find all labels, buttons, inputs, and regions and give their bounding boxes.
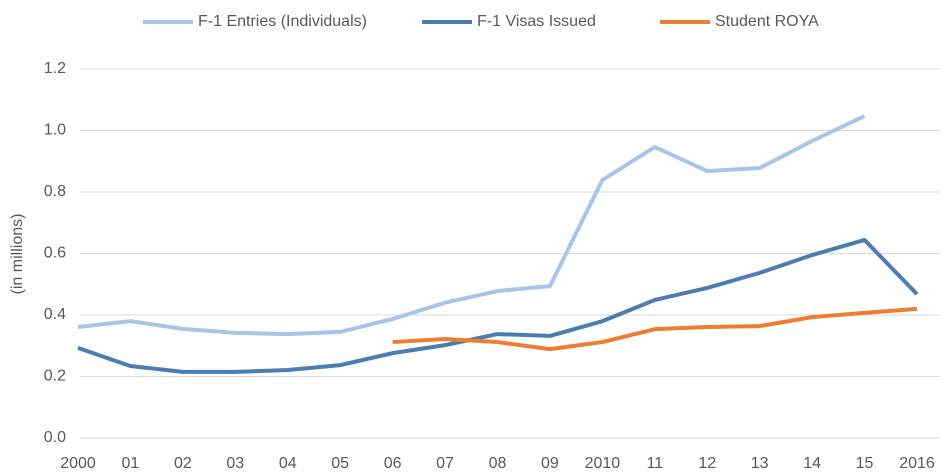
series-line [77, 114, 866, 337]
y-tick-label: 0.6 [44, 245, 66, 262]
x-tick-label: 06 [384, 455, 402, 472]
x-tick-label: 11 [647, 455, 664, 472]
x-tick-label: 07 [436, 455, 454, 472]
x-tick-label: 2000 [60, 455, 96, 472]
y-tick-label: 0.0 [44, 429, 66, 446]
y-tick-label: 1.0 [44, 122, 66, 139]
y-axis-label: (in millions) [9, 214, 26, 295]
x-tick-label: 02 [174, 455, 192, 472]
y-tick-label: 0.2 [44, 368, 66, 385]
legend-label: Student ROYA [715, 13, 819, 30]
legend-label: F-1 Visas Issued [477, 13, 596, 30]
y-tick-label: 0.4 [44, 306, 66, 323]
x-tick-label: 13 [751, 455, 769, 472]
x-tick-label: 14 [803, 455, 821, 472]
x-tick-label: 09 [541, 455, 559, 472]
x-tick-label: 2016 [899, 455, 935, 472]
x-tick-label: 2010 [585, 455, 621, 472]
x-tick-label: 15 [856, 455, 874, 472]
series-line [77, 237, 919, 374]
x-tick-label: 01 [122, 455, 140, 472]
y-tick-label: 1.2 [44, 60, 66, 77]
x-tick-label: 05 [331, 455, 349, 472]
x-tick-label: 08 [489, 455, 507, 472]
x-tick-label: 04 [279, 455, 297, 472]
x-tick-label: 12 [698, 455, 716, 472]
y-tick-label: 0.8 [44, 183, 66, 200]
legend-label: F-1 Entries (Individuals) [198, 13, 367, 30]
x-tick-label: 03 [226, 455, 244, 472]
series-line [392, 306, 918, 352]
